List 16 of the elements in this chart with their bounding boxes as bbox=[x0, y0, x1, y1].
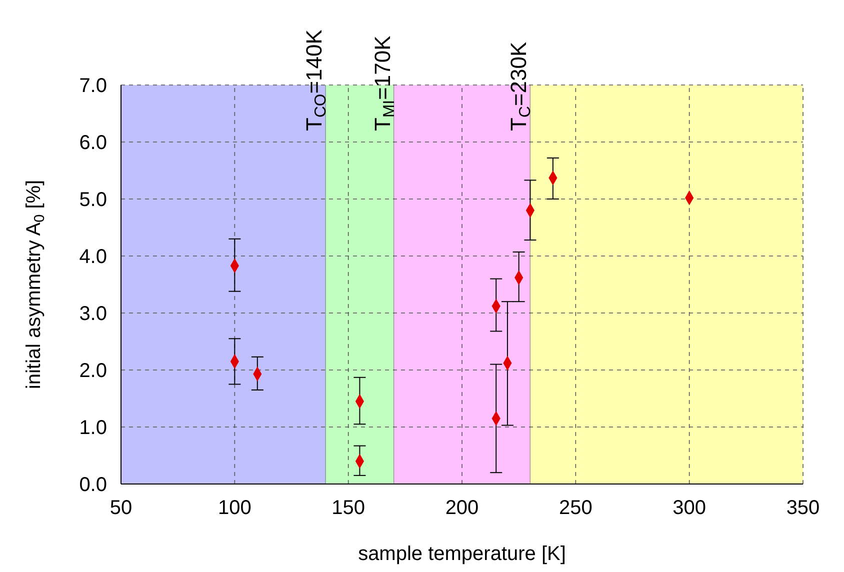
y-tick-label: 4.0 bbox=[79, 246, 107, 268]
x-tick-label: 300 bbox=[672, 497, 706, 520]
x-axis-title: sample temperature [K] bbox=[358, 543, 566, 565]
x-tick-label: 150 bbox=[332, 497, 366, 520]
y-tick-label: 7.0 bbox=[79, 75, 107, 98]
y-tick-label: 6.0 bbox=[79, 132, 107, 154]
y-tick-label: 2.0 bbox=[79, 360, 107, 382]
x-tick-label: 200 bbox=[445, 497, 479, 520]
x-tick-label: 250 bbox=[558, 497, 592, 520]
y-tick-label: 1.0 bbox=[79, 417, 107, 440]
y-tick-label: 0.0 bbox=[79, 474, 107, 496]
x-tick-label: 350 bbox=[786, 497, 820, 520]
y-tick-label: 3.0 bbox=[79, 303, 107, 326]
y-tick-label: 5.0 bbox=[79, 189, 107, 212]
x-tick-label: 50 bbox=[110, 497, 132, 520]
x-tick-label: 100 bbox=[218, 497, 252, 520]
